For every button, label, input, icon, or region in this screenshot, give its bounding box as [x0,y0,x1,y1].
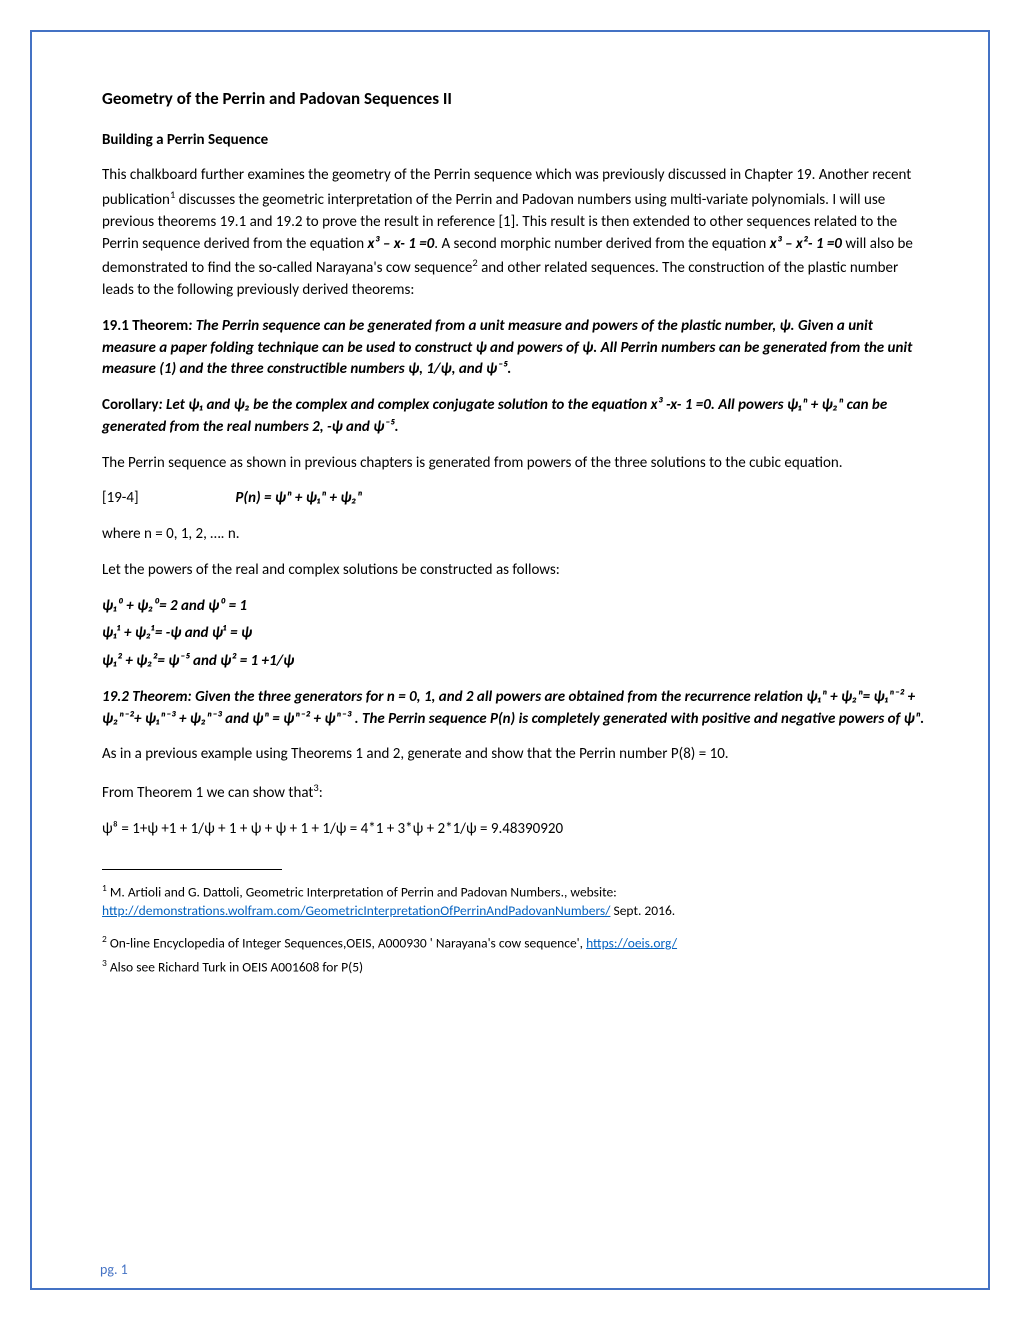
paragraph: As in a previous example using Theorems … [102,744,928,766]
generator-eq-2: ψ₁¹ + ψ₂¹= -ψ and ψ¹ = ψ [102,623,928,645]
page-content: Geometry of the Perrin and Padovan Seque… [102,87,928,978]
footnote-3: 3 Also see Richard Turk in OEIS A001608 … [102,957,928,977]
paragraph-intro: This chalkboard further examines the geo… [102,165,928,302]
footnote-1: 1 M. Artioli and G. Dattoli, Geometric I… [102,882,928,921]
theorem-19-1: 19.1 Theorem: The Perrin sequence can be… [102,316,928,381]
theorem-19-2: 19.2 Theorem: Given the three generators… [102,687,928,731]
equation-inline: x³ – x²- 1 =0 [770,235,842,253]
equation: ψ₁² + ψ₂²= ψ⁻⁵ and ψ² = 1 +1/ψ [102,652,294,670]
equation-number: [19-4] [102,488,232,510]
text: . A second morphic number derived from t… [434,235,769,253]
corollary: Corollary: Let ψ₁ and ψ₂ be the complex … [102,395,928,439]
equation: ψ₁¹ + ψ₂¹= -ψ and ψ¹ = ψ [102,624,252,642]
corollary-body: : Let ψ₁ and ψ₂ be the complex and compl… [102,396,887,436]
page-number: pg. 1 [100,1261,128,1278]
calculation: ψ⁸ = 1+ψ +1 + 1/ψ + 1 + ψ + ψ + 1 + 1/ψ … [102,819,928,841]
footnote-link[interactable]: http://demonstrations.wolfram.com/Geomet… [102,902,610,919]
generator-eq-3: ψ₁² + ψ₂²= ψ⁻⁵ and ψ² = 1 +1/ψ [102,651,928,673]
footnote-text: Sept. 2016. [610,902,675,919]
generator-eq-1: ψ₁⁰ + ψ₂⁰= 2 and ψ⁰ = 1 [102,596,928,618]
equation: ψ₁⁰ + ψ₂⁰= 2 and ψ⁰ = 1 [102,597,247,615]
paragraph: where n = 0, 1, 2, …. n. [102,524,928,546]
text: : [319,784,323,802]
theorem-body: : The Perrin sequence can be generated f… [102,317,912,379]
footnote-text: Also see Richard Turk in OEIS A001608 fo… [107,959,363,976]
equation: ψ⁸ = 1+ψ +1 + 1/ψ + 1 + ψ + ψ + 1 + 1/ψ … [102,820,563,838]
footnote-2: 2 On-line Encyclopedia of Integer Sequen… [102,933,928,953]
equation-display: [19-4] P(n) = ψⁿ + ψ₁ⁿ + ψ₂ⁿ [102,488,928,510]
corollary-label: Corollary [102,396,159,414]
footnotes: 1 M. Artioli and G. Dattoli, Geometric I… [102,882,928,978]
section-heading: Building a Perrin Sequence [102,130,928,152]
footnote-link[interactable]: https://oeis.org/ [586,934,677,951]
paragraph: Let the powers of the real and complex s… [102,560,928,582]
paragraph: From Theorem 1 we can show that3: [102,780,928,805]
footnote-text: On-line Encyclopedia of Integer Sequence… [107,934,586,951]
text: From Theorem 1 we can show that [102,784,313,802]
equation: P(n) = ψⁿ + ψ₁ⁿ + ψ₂ⁿ [235,489,362,507]
equation-inline: x³ – x- 1 =0 [368,235,435,253]
theorem-label: 19.2 Theorem: [102,688,192,706]
footnote-text: M. Artioli and G. Dattoli, Geometric Int… [107,883,617,900]
footnote-separator [102,869,282,882]
page-border: Geometry of the Perrin and Padovan Seque… [30,30,990,1290]
theorem-body: Given the three generators for n = 0, 1,… [102,688,924,728]
theorem-label: 19.1 Theorem [102,317,188,335]
document-title: Geometry of the Perrin and Padovan Seque… [102,87,928,112]
paragraph: The Perrin sequence as shown in previous… [102,453,928,475]
